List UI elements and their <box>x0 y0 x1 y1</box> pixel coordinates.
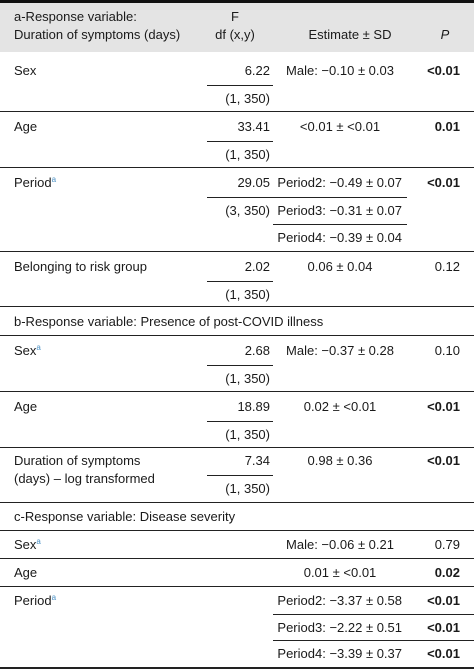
section-divider <box>0 502 474 503</box>
row-c-period-p-4: <0.01 <box>427 646 460 661</box>
row-b-sex-p: 0.10 <box>434 343 460 358</box>
row-a-risk-estimate: 0.06 ± 0.04 <box>307 259 373 274</box>
rule <box>207 141 273 142</box>
rule <box>207 281 273 282</box>
row-b-age-f: 18.89 <box>237 399 270 414</box>
row-c-period-label: Perioda <box>14 593 57 608</box>
row-a-age-f: 33.41 <box>237 119 270 134</box>
row-divider <box>0 111 474 112</box>
footnote-marker: a <box>51 593 57 602</box>
row-a-sex-df: (1, 350) <box>225 91 270 106</box>
row-a-age-label: Age <box>14 119 38 134</box>
rule <box>207 197 273 198</box>
rule <box>273 614 474 615</box>
row-c-sex-label: Sexa <box>14 537 41 552</box>
row-a-sex-f: 6.22 <box>244 63 270 78</box>
row-a-sex-p: <0.01 <box>427 63 460 78</box>
row-a-risk-label: Belonging to risk group <box>14 259 147 274</box>
row-b-duration-f: 7.34 <box>244 453 270 468</box>
footnote-marker: a <box>36 537 41 546</box>
row-a-period-est-4: Period4: −0.39 ± 0.04 <box>277 230 402 245</box>
section-divider <box>0 335 474 336</box>
header-col2-line1: F <box>231 9 239 24</box>
row-b-sex-f: 2.68 <box>244 343 270 358</box>
row-b-duration-p: <0.01 <box>427 453 460 468</box>
row-a-period-label: Perioda <box>14 175 57 190</box>
section-b-title: b-Response variable: Presence of post-CO… <box>14 314 324 329</box>
rule <box>207 421 273 422</box>
row-a-period-est-3: Period3: −0.31 ± 0.07 <box>277 203 402 218</box>
row-c-sex-p: 0.79 <box>434 537 460 552</box>
section-divider <box>0 306 474 307</box>
row-a-age-p: 0.01 <box>434 119 460 134</box>
row-b-age-p: <0.01 <box>427 399 460 414</box>
table-header: a-Response variable: Duration of symptom… <box>0 3 474 52</box>
row-a-risk-p: 0.12 <box>434 259 460 274</box>
rule <box>273 197 407 198</box>
row-c-sex-estimate: Male: −0.06 ± 0.21 <box>286 537 394 552</box>
row-b-duration-estimate: 0.98 ± 0.36 <box>307 453 373 468</box>
row-c-age-estimate: 0.01 ± <0.01 <box>303 565 377 580</box>
row-a-period-f: 29.05 <box>237 175 270 190</box>
row-divider <box>0 167 474 168</box>
table-bottom-rule <box>0 667 474 669</box>
row-c-age-p: 0.02 <box>434 565 460 580</box>
row-a-period-est-2: Period2: −0.49 ± 0.07 <box>277 175 402 190</box>
row-b-duration-label-2: (days) – log transformed <box>14 471 155 486</box>
section-divider <box>0 530 474 531</box>
rule <box>207 85 273 86</box>
row-divider <box>0 391 474 392</box>
row-b-sex-label: Sexa <box>14 343 41 358</box>
rule <box>273 640 474 641</box>
section-c-title: c-Response variable: Disease severity <box>14 509 236 524</box>
rule <box>207 365 273 366</box>
rule <box>273 224 407 225</box>
header-col3: Estimate ± SD <box>308 27 392 42</box>
row-b-sex-df: (1, 350) <box>225 371 270 386</box>
row-a-age-df: (1, 350) <box>225 147 270 162</box>
row-b-age-df: (1, 350) <box>225 427 270 442</box>
row-b-age-label: Age <box>14 399 38 414</box>
row-divider <box>0 447 474 448</box>
row-a-period-df: (3, 350) <box>225 203 270 218</box>
row-b-duration-label-1: Duration of symptoms <box>14 453 141 468</box>
row-c-period-est-2: Period2: −3.37 ± 0.58 <box>277 593 402 608</box>
header-col2-line2: df (x,y) <box>215 27 255 42</box>
header-col1-line2: Duration of symptoms (days) <box>14 27 181 42</box>
table-top-rule <box>0 0 474 3</box>
row-c-age-label: Age <box>14 565 38 580</box>
row-a-period-p: <0.01 <box>427 175 460 190</box>
header-col1-line1: a-Response variable: <box>14 9 137 24</box>
row-a-risk-f: 2.02 <box>244 259 270 274</box>
row-divider <box>0 558 474 559</box>
row-b-age-estimate: 0.02 ± <0.01 <box>303 399 377 414</box>
row-c-period-est-3: Period3: −2.22 ± 0.51 <box>277 620 402 635</box>
header-col4: P <box>440 27 450 42</box>
row-c-period-est-4: Period4: −3.39 ± 0.37 <box>277 646 402 661</box>
row-a-age-estimate: <0.01 ± <0.01 <box>299 119 381 134</box>
row-b-sex-estimate: Male: −0.37 ± 0.28 <box>286 343 394 358</box>
row-divider <box>0 586 474 587</box>
row-a-sex-estimate: Male: −0.10 ± 0.03 <box>286 63 394 78</box>
row-c-period-p-2: <0.01 <box>427 593 460 608</box>
footnote-marker: a <box>36 343 41 352</box>
row-divider <box>0 251 474 252</box>
row-a-sex-label: Sex <box>14 63 37 78</box>
row-c-period-p-3: <0.01 <box>427 620 460 635</box>
footnote-marker: a <box>51 175 57 184</box>
row-a-risk-df: (1, 350) <box>225 287 270 302</box>
row-b-duration-df: (1, 350) <box>225 481 270 496</box>
rule <box>207 475 273 476</box>
